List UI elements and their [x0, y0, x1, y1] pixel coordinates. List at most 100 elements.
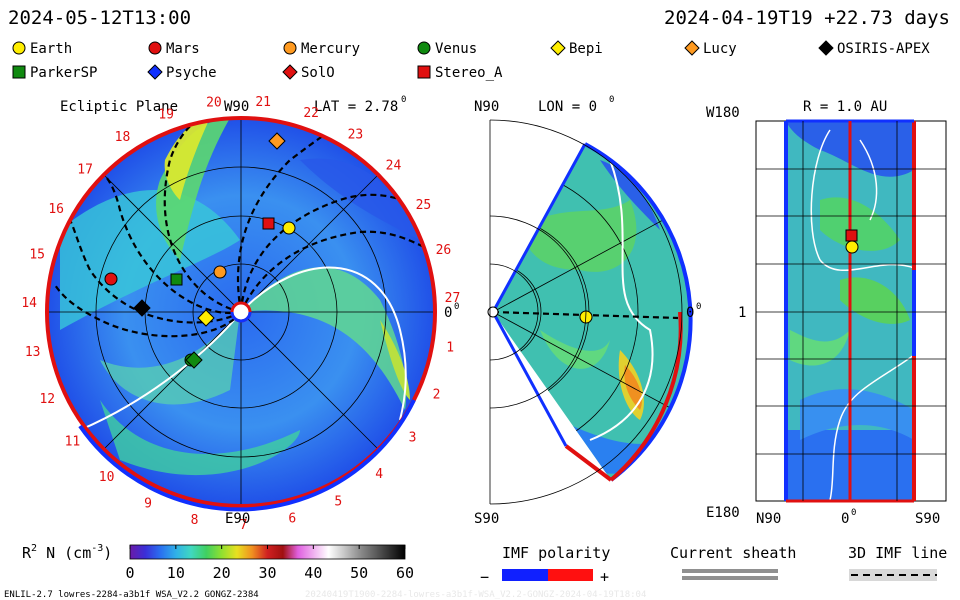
meridional-bottom-label: S90 [474, 511, 499, 527]
legend-label: Earth [30, 41, 72, 57]
legend-label: Psyche [166, 65, 217, 81]
legend-label: Bepi [569, 41, 603, 57]
carrington-day-1: 1 [446, 340, 454, 355]
lat-deg-mark: 0 [401, 95, 406, 105]
carrington-day-23: 23 [348, 128, 364, 143]
rect-bottom-label: E180 [706, 505, 740, 521]
legend-marker-circle [417, 41, 431, 55]
carrington-day-26: 26 [436, 243, 452, 258]
carrington-day-6: 6 [288, 512, 296, 527]
legend-item-solo: SolO [282, 64, 335, 81]
colorbar-title: R2 N (cm-3) [22, 543, 112, 562]
ecliptic-bottom-label: E90 [225, 511, 250, 527]
legend-label: Stereo_A [435, 65, 503, 81]
ecliptic-top-label: W90 [224, 99, 249, 115]
rect-x-deg: 0 [851, 508, 856, 518]
imf-minus: − [480, 568, 489, 586]
meridional-right-label: 0 [686, 305, 694, 321]
carrington-day-3: 3 [409, 431, 417, 446]
carrington-day-25: 25 [416, 198, 432, 213]
timestamp: 2024-05-12T13:00 [8, 7, 191, 29]
legend-label: Lucy [703, 41, 737, 57]
legend-item-osiris-apex: OSIRIS-APEX [818, 40, 930, 57]
ecliptic-right-label: 0 [444, 305, 452, 321]
imf-positive-swatch [548, 569, 593, 581]
rect-x-label-mid: 0 [841, 511, 849, 527]
carrington-day-22: 22 [303, 106, 319, 121]
carrington-day-15: 15 [29, 248, 45, 263]
run-info: 2024-04-19T19 +22.73 days [664, 7, 950, 29]
ecliptic-panel: Ecliptic Plane W90 LAT = 2.78 0 [21, 95, 460, 533]
spacecraft-legend: Earth Mars Mercury Venus Bepi Lucy OSIRIS-APEX… [12, 40, 930, 81]
legend-item-psyche: Psyche [147, 64, 217, 81]
legend-marker-diamond [818, 40, 834, 56]
legend-item-parkersp: ParkerSP [12, 65, 97, 81]
meridional-top-label: N90 [474, 99, 499, 115]
legend-marker-diamond [282, 64, 298, 80]
legend-marker-circle [283, 41, 297, 55]
legend-label: Mars [166, 41, 200, 57]
rect-title: R = 1.0 AU [803, 99, 887, 115]
imf-line-title: 3D IMF line [848, 544, 947, 562]
current-sheath-legend: Current sheath [670, 544, 796, 580]
lat-lon-panel: R = 1.0 AU W180 1 E180 [706, 99, 947, 527]
ecliptic-right-deg: 0 [454, 302, 459, 312]
imf-polarity-legend: IMF polarity − + [480, 544, 610, 586]
carrington-day-11: 11 [65, 435, 81, 450]
legend-item-venus: Venus [417, 41, 477, 57]
legend-marker-square [12, 65, 26, 79]
legend-label: Mercury [301, 41, 360, 57]
legend-item-mercury: Mercury [283, 41, 360, 57]
legend-item-earth: Earth [12, 41, 72, 57]
meridional-title: LON = 0 [538, 99, 597, 115]
rect-mid-label: 1 [738, 305, 746, 321]
colorbar-tick-40: 40 [304, 564, 322, 582]
legend-item-lucy: Lucy [684, 40, 737, 57]
carrington-day-16: 16 [48, 202, 64, 217]
legend-marker-diamond [147, 64, 163, 80]
meridional-right-deg: 0 [696, 302, 701, 312]
legend-label: SolO [301, 65, 335, 81]
imf-line-legend: 3D IMF line [848, 544, 947, 581]
rect-top-label: W180 [706, 105, 740, 121]
colorbar-tick-0: 0 [125, 564, 134, 582]
footer-run-id: 20240419T1900-2284-lowres-a3b1f-WSA_V2.2… [305, 590, 646, 600]
carrington-day-8: 8 [191, 513, 199, 528]
lat-label: LAT = 2.78 [314, 99, 398, 115]
carrington-day-5: 5 [334, 494, 342, 509]
carrington-day-27: 27 [445, 291, 461, 306]
carrington-day-2: 2 [433, 388, 441, 403]
carrington-day-21: 21 [255, 95, 271, 110]
carrington-day-10: 10 [99, 470, 115, 485]
colorbar-tick-20: 20 [213, 564, 231, 582]
lon-deg-mark: 0 [609, 95, 614, 105]
imf-polarity-title: IMF polarity [502, 544, 610, 562]
legend-marker-square [417, 65, 431, 79]
colorbar-ticks: 0 10 20 30 40 50 60 [125, 545, 414, 582]
imf-negative-swatch [502, 569, 548, 581]
carrington-day-14: 14 [21, 296, 37, 311]
footer-model-info: ENLIL-2.7 lowres-2284-a3b1f WSA_V2.2 GON… [4, 590, 259, 600]
rect-x-label-left: N90 [756, 511, 781, 527]
carrington-day-9: 9 [144, 497, 152, 512]
ecliptic-title: Ecliptic Plane [60, 99, 178, 115]
imf-plus: + [600, 568, 609, 586]
legend-marker-circle [12, 41, 26, 55]
carrington-day-4: 4 [375, 467, 383, 482]
carrington-day-20: 20 [206, 96, 222, 111]
colorbar-tick-30: 30 [258, 564, 276, 582]
legend-label: OSIRIS-APEX [837, 41, 930, 57]
legend-item-stereo-a: Stereo_A [417, 65, 503, 81]
carrington-day-13: 13 [25, 345, 41, 360]
legend-label: ParkerSP [30, 65, 97, 81]
carrington-day-24: 24 [386, 159, 402, 174]
carrington-day-17: 17 [77, 162, 93, 177]
carrington-day-18: 18 [115, 130, 131, 145]
current-sheath-title: Current sheath [670, 544, 796, 562]
legend-marker-diamond [684, 40, 700, 56]
colorbar-tick-10: 10 [167, 564, 185, 582]
density-colorbar: R2 N (cm-3) 0 10 20 30 40 50 60 [22, 543, 414, 582]
